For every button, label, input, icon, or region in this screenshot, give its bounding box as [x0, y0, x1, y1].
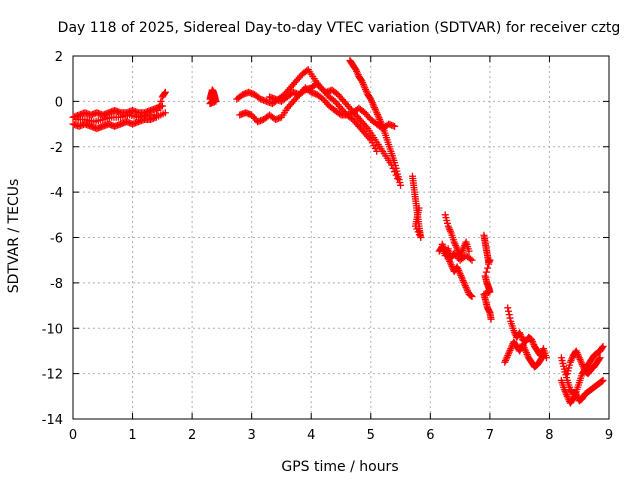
series-trace-b — [69, 109, 169, 133]
x-tick-label: 3 — [248, 428, 256, 443]
data-point — [539, 351, 547, 359]
data-point — [505, 307, 512, 315]
data-point — [482, 268, 490, 276]
y-tick-label: 2 — [55, 50, 63, 65]
data-point — [539, 353, 547, 361]
x-tick-label: 9 — [605, 428, 613, 443]
data-point — [485, 260, 493, 268]
x-tick-labels: 0 1 2 3 4 5 6 7 8 9 — [69, 428, 613, 443]
y-tick-label: 0 — [55, 95, 63, 110]
x-tick-label: 7 — [486, 428, 494, 443]
series-trace-n — [504, 304, 550, 362]
y-tick-label: -6 — [50, 232, 63, 247]
data-point — [467, 255, 475, 263]
data-point — [504, 304, 512, 312]
y-tick-label: -14 — [42, 413, 63, 428]
series-trace-q — [557, 376, 607, 407]
data-point — [161, 89, 169, 97]
data-point — [506, 314, 514, 322]
data-point — [598, 344, 606, 352]
x-axis-label: GPS time / hours — [281, 459, 398, 475]
data-point — [154, 106, 162, 114]
series-trace-o — [501, 338, 547, 371]
x-tick-label: 0 — [69, 428, 77, 443]
data-point — [468, 292, 476, 300]
axis-ticks — [72, 55, 610, 420]
y-tick-label: -4 — [50, 186, 63, 201]
data-point — [505, 311, 513, 319]
grid-lines — [73, 56, 609, 419]
x-tick-label: 2 — [188, 428, 196, 443]
data-point — [595, 355, 603, 363]
data-point — [599, 376, 607, 384]
data-point — [157, 97, 165, 105]
data-point — [391, 122, 399, 130]
x-tick-label: 4 — [307, 428, 315, 443]
data-point — [152, 111, 160, 119]
x-tick-label: 6 — [426, 428, 434, 443]
series-trace-m — [480, 231, 495, 323]
y-tick-labels: 2 0 -2 -4 -6 -8 -10 -12 -14 — [42, 50, 63, 428]
series-trace-d — [206, 86, 220, 108]
data-points — [69, 57, 607, 407]
data-point — [468, 256, 476, 264]
series-trace-g — [266, 84, 399, 133]
data-point — [486, 256, 494, 264]
series-trace-r — [563, 347, 604, 378]
y-tick-label: -10 — [42, 322, 63, 337]
data-point — [484, 264, 492, 272]
data-point — [596, 354, 604, 362]
chart-title: Day 118 of 2025, Sidereal Day-to-day VTE… — [58, 20, 621, 36]
x-tick-label: 8 — [545, 428, 553, 443]
data-point — [397, 181, 405, 189]
x-tick-label: 5 — [367, 428, 375, 443]
y-tick-label: -8 — [50, 277, 63, 292]
data-point — [161, 109, 169, 117]
y-tick-label: -2 — [50, 141, 63, 156]
series-trace-c — [72, 88, 169, 126]
series-trace-h — [346, 57, 405, 189]
data-point — [465, 247, 473, 255]
x-tick-label: 1 — [128, 428, 136, 443]
data-point — [415, 204, 423, 212]
y-tick-label: -12 — [42, 368, 63, 383]
data-point — [373, 147, 381, 155]
data-point — [161, 88, 169, 96]
series-trace-l — [435, 243, 476, 264]
data-point — [155, 102, 163, 110]
data-point — [211, 93, 219, 101]
series-trace-i — [408, 172, 425, 241]
y-axis-label: SDTVAR / TECUs — [6, 179, 22, 294]
data-point — [487, 315, 495, 323]
data-point — [599, 342, 607, 350]
